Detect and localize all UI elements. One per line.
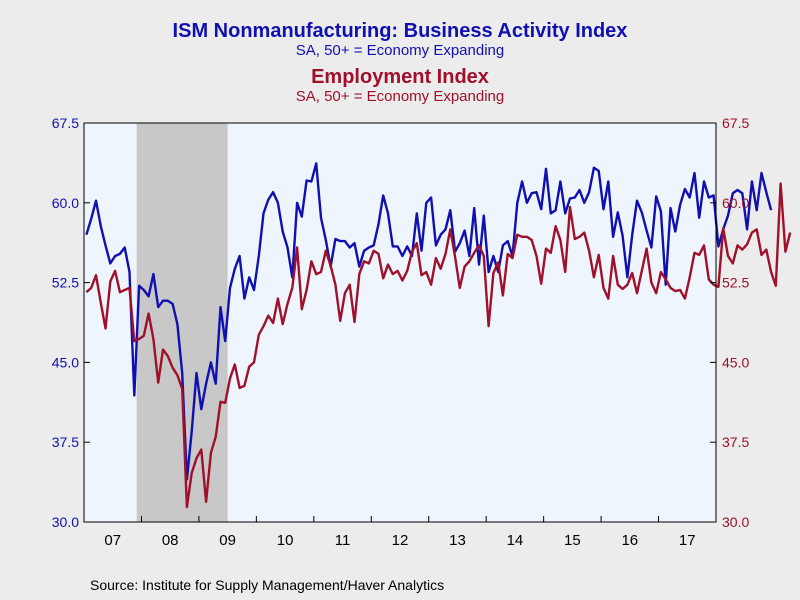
series-line-employment [85, 182, 792, 509]
chart-title-employment: Employment Index [311, 66, 489, 88]
y-tick-label-left: 37.5 [52, 434, 79, 450]
y-tick-label-left: 52.5 [52, 275, 79, 291]
y-tick-label-left: 60.0 [52, 195, 79, 211]
y-tick-label-left: 30.0 [52, 514, 79, 530]
y-tick-label-right: 67.5 [722, 115, 749, 131]
x-tick-label: 17 [679, 532, 696, 549]
y-tick-label-right: 45.0 [722, 354, 749, 370]
y-tick-label-left: 45.0 [52, 354, 79, 370]
source-note: Source: Institute for Supply Management/… [90, 577, 445, 593]
x-tick-label: 09 [219, 532, 236, 549]
recession-shading [136, 123, 228, 522]
x-tick-label: 13 [449, 532, 466, 549]
series-line-business-activity [85, 162, 773, 481]
chart-subtitle-employment: SA, 50+ = Economy Expanding [295, 88, 505, 105]
x-tick-label: 11 [335, 532, 351, 549]
y-tick-label-right: 60.0 [722, 195, 749, 211]
y-tick-label-right: 52.5 [722, 275, 749, 291]
x-tick-label: 10 [277, 532, 294, 549]
chart-subtitle-business-activity: SA, 50+ = Economy Expanding [295, 42, 505, 59]
x-tick-label: 15 [564, 532, 581, 549]
plot-frame [83, 122, 717, 523]
x-tick-label: 14 [507, 532, 524, 549]
y-tick-label-right: 37.5 [722, 434, 749, 450]
x-tick-label: 16 [621, 532, 638, 549]
y-tick-label-right: 30.0 [722, 514, 749, 530]
x-tick-label: 08 [162, 532, 179, 549]
chart-title-business-activity: ISM Nonmanufacturing: Business Activity … [172, 20, 628, 42]
x-tick-label: 07 [104, 532, 121, 549]
y-tick-label-left: 67.5 [52, 115, 79, 131]
x-tick-label: 12 [392, 532, 409, 549]
